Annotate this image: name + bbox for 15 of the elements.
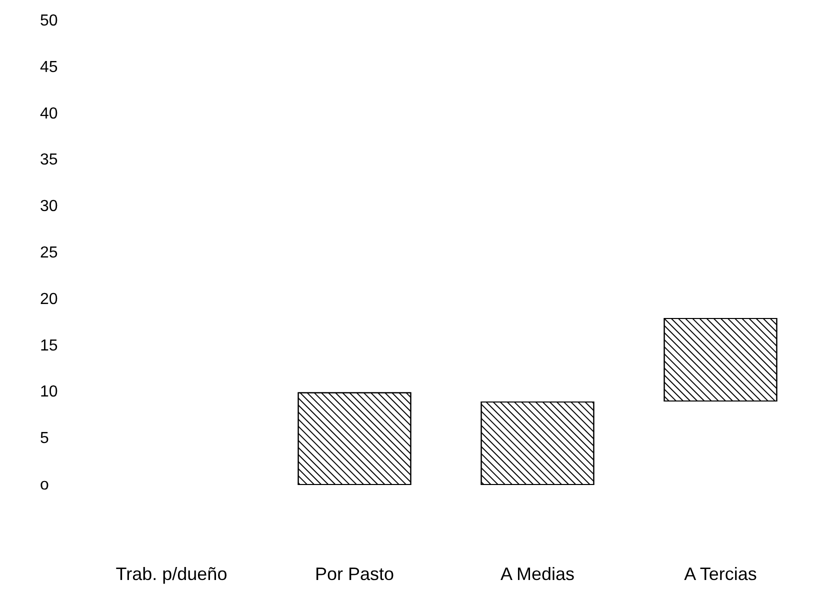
y-tick-label: 40 <box>40 105 58 122</box>
y-tick-label: 10 <box>40 384 58 401</box>
x-tick-label: Por Pasto <box>314 564 394 584</box>
x-tick-label: A Tercias <box>684 564 757 584</box>
y-tick-label: o <box>40 476 49 494</box>
y-tick-label: 25 <box>40 244 58 262</box>
y-tick-label: 45 <box>40 58 58 76</box>
x-tick-label: A Medias <box>500 564 575 584</box>
y-tick-label: 35 <box>40 152 58 169</box>
y-tick-label: 50 <box>40 12 58 30</box>
y-tick-label: 15 <box>40 337 58 354</box>
y-tick-label: 20 <box>40 290 58 308</box>
x-tick-label: Trab. p/dueño <box>116 564 228 584</box>
y-tick-label: 5 <box>40 430 49 448</box>
y-tick-label: 30 <box>40 198 58 216</box>
